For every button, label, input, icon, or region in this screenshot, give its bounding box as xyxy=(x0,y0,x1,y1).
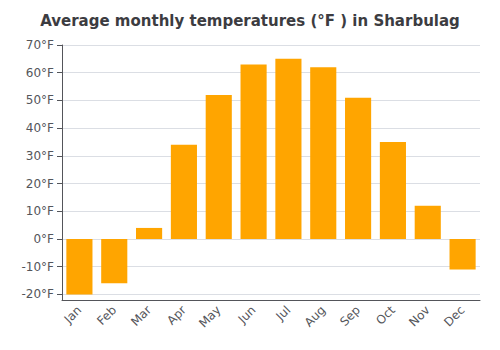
svg-text:-20°F: -20°F xyxy=(21,287,54,301)
svg-text:60°F: 60°F xyxy=(26,66,54,80)
svg-text:Average monthly temperatures (: Average monthly temperatures (°F ) in Sh… xyxy=(40,12,460,30)
svg-text:30°F: 30°F xyxy=(26,149,54,163)
svg-text:Nov: Nov xyxy=(406,303,432,329)
svg-text:0°F: 0°F xyxy=(33,232,54,246)
svg-text:50°F: 50°F xyxy=(26,93,54,107)
svg-text:Jul: Jul xyxy=(273,303,294,324)
svg-text:10°F: 10°F xyxy=(26,204,54,218)
svg-text:Feb: Feb xyxy=(94,303,119,328)
svg-text:Jun: Jun xyxy=(235,303,259,327)
svg-text:20°F: 20°F xyxy=(26,177,54,191)
svg-text:Aug: Aug xyxy=(302,303,328,329)
svg-text:Jan: Jan xyxy=(61,303,85,327)
svg-text:Mar: Mar xyxy=(128,303,154,329)
svg-text:40°F: 40°F xyxy=(26,121,54,135)
svg-text:70°F: 70°F xyxy=(26,38,54,52)
svg-text:Sep: Sep xyxy=(337,303,363,329)
svg-text:Dec: Dec xyxy=(441,303,467,329)
svg-text:Oct: Oct xyxy=(373,303,398,328)
svg-text:May: May xyxy=(196,303,223,330)
svg-text:Apr: Apr xyxy=(164,303,189,328)
svg-text:-10°F: -10°F xyxy=(21,260,54,274)
